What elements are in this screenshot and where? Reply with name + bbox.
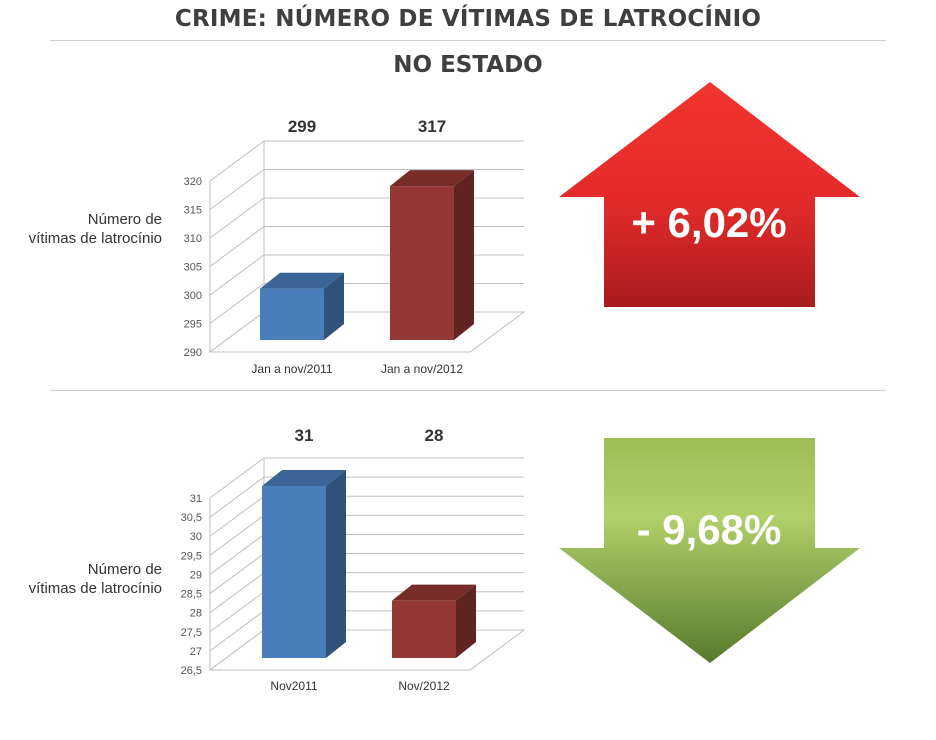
chart-1-y-axis-label-line2: vítimas de latrocínio xyxy=(28,230,162,247)
chart-1-bar-1-side xyxy=(324,272,344,340)
title-divider xyxy=(50,40,886,41)
chart-1-category-label-1: Jan a nov/2011 xyxy=(251,362,333,376)
chart-2-tick-label: 30 xyxy=(190,531,202,543)
chart-1-side-gridline xyxy=(209,226,265,267)
chart-1-data-label-1: 299 xyxy=(288,117,316,136)
chart-1-category-label-2: Jan a nov/2012 xyxy=(381,362,463,376)
chart-1-tick-label: 295 xyxy=(184,319,202,331)
chart-1-side-gridline xyxy=(209,254,265,296)
chart-2-tick-label: 27,5 xyxy=(181,627,202,639)
decrease-percent-label: - 9,68% xyxy=(637,506,782,553)
increase-arrow-icon xyxy=(559,82,860,307)
chart-2-y-axis-label: Número de vítimas de latrocínio xyxy=(8,560,162,598)
chart-1-tick-label: 320 xyxy=(184,176,202,188)
chart-1-side-gridline xyxy=(209,140,265,182)
chart-2-tick-label: 30,5 xyxy=(181,512,202,524)
page-subtitle: NO ESTADO xyxy=(393,52,543,78)
chart-2-bar-1 xyxy=(262,486,326,658)
chart-1-data-label-2: 317 xyxy=(418,117,446,136)
chart-2-y-axis-label-line2: vítimas de latrocínio xyxy=(28,580,162,597)
chart-2-tick-label: 26,5 xyxy=(181,665,202,677)
chart-2-bar-1-top xyxy=(262,470,346,486)
chart-1-tick-label: 315 xyxy=(184,205,202,217)
chart-1-tick-label: 305 xyxy=(184,262,202,274)
chart-1-bar-2 xyxy=(390,186,454,340)
chart-2-tick-label: 31 xyxy=(190,493,202,505)
chart-2-tick-label: 27 xyxy=(190,646,202,658)
chart-1-tick-label: 310 xyxy=(184,233,202,245)
chart-2-bar-1-side xyxy=(326,470,346,658)
chart-1-floor xyxy=(208,311,526,353)
chart-1-y-axis-label: Número de vítimas de latrocínio xyxy=(8,210,162,248)
chart-1-bar-1 xyxy=(260,288,324,340)
chart-1-side-gridline xyxy=(209,283,265,324)
chart-1-bar-1-top xyxy=(260,272,344,289)
chart-2-category-label-1: Nov2011 xyxy=(270,679,317,693)
chart-2-data-label-2: 28 xyxy=(425,426,444,445)
chart-2-bar-2 xyxy=(392,600,456,658)
chart-2-y-axis-label-line1: Número de xyxy=(87,561,162,578)
chart-2-tick-label: 29 xyxy=(190,569,202,581)
chart-2-side-gridline xyxy=(209,610,265,652)
chart-1-y-axis-label-line1: Número de xyxy=(87,211,162,228)
chart-2-side-gridline xyxy=(209,476,265,518)
chart-1-side-gridline xyxy=(209,197,265,239)
chart-1-bar-2-top xyxy=(390,170,474,187)
chart-2-data-label-1: 31 xyxy=(295,426,314,445)
section-divider xyxy=(50,390,886,391)
chart-2-side-gridline xyxy=(209,591,265,633)
decrease-arrow-icon xyxy=(559,438,860,663)
chart-2-tick-label: 28,5 xyxy=(181,589,202,601)
chart-2-side-gridline xyxy=(209,534,265,575)
chart-2-side-gridline xyxy=(209,495,265,537)
chart-2-side-gridline xyxy=(209,457,265,499)
chart-1-bar-2-side xyxy=(454,170,474,340)
chart-2-bar-2-side xyxy=(456,584,476,658)
chart-2-tick-label: 29,5 xyxy=(181,550,202,562)
page-title: CRIME: NÚMERO DE VÍTIMAS DE LATROCÍNIO xyxy=(174,6,762,32)
chart-2-bar-2-top xyxy=(392,584,476,601)
chart-2-floor xyxy=(208,629,526,671)
chart-2-tick-label: 28 xyxy=(190,608,202,620)
chart-1-tick-label: 290 xyxy=(184,347,202,359)
chart-2-side-gridline xyxy=(209,553,265,594)
increase-percent-label: + 6,02% xyxy=(631,199,786,246)
chart-1-tick-label: 300 xyxy=(184,290,202,302)
chart-2-side-gridline xyxy=(209,514,265,556)
chart-1-side-gridline xyxy=(209,169,265,210)
chart-2-category-label-2: Nov/2012 xyxy=(398,679,450,693)
chart-2-side-gridline xyxy=(209,572,265,614)
